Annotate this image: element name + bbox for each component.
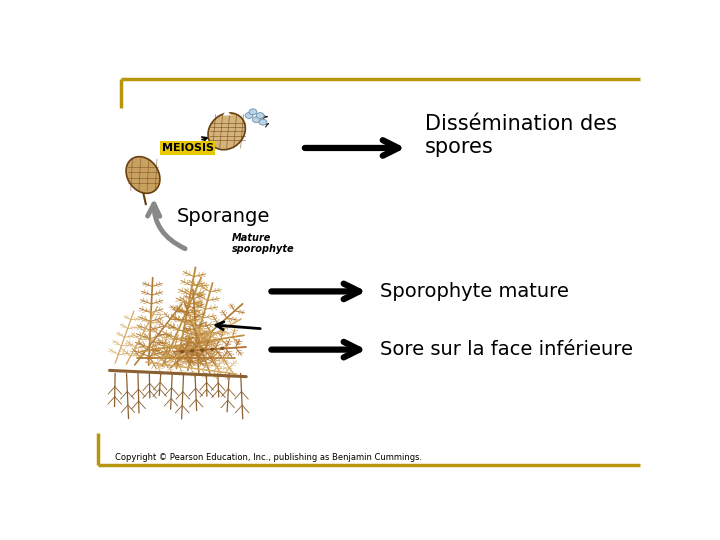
Ellipse shape — [208, 113, 246, 150]
Ellipse shape — [126, 157, 160, 193]
Circle shape — [249, 109, 257, 114]
Circle shape — [259, 119, 267, 125]
Text: Mature
sporophyte: Mature sporophyte — [233, 233, 295, 254]
Circle shape — [190, 349, 194, 353]
Circle shape — [256, 113, 264, 118]
Circle shape — [210, 348, 215, 351]
Text: MEIOSIS: MEIOSIS — [162, 143, 214, 153]
Text: Sore sur la face inférieure: Sore sur la face inférieure — [380, 340, 633, 359]
Circle shape — [253, 117, 260, 123]
Text: Dissémination des
spores: Dissémination des spores — [425, 114, 617, 157]
Polygon shape — [222, 110, 231, 116]
Text: Sporange: Sporange — [176, 207, 270, 226]
Text: Copyright © Pearson Education, Inc., publishing as Benjamin Cummings.: Copyright © Pearson Education, Inc., pub… — [115, 453, 422, 462]
Circle shape — [200, 348, 204, 352]
Text: Sporophyte mature: Sporophyte mature — [380, 282, 569, 301]
Circle shape — [220, 347, 225, 350]
Circle shape — [245, 113, 253, 118]
Circle shape — [180, 350, 184, 353]
